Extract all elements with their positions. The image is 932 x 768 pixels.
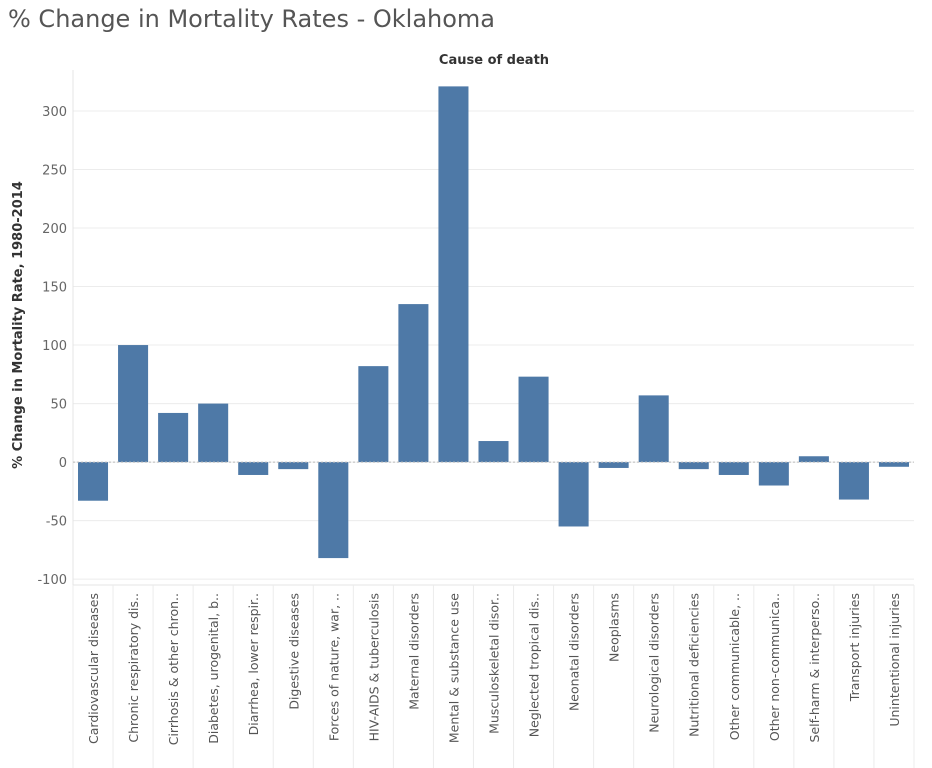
x-category-label: Neonatal disorders bbox=[567, 593, 582, 711]
x-category-label: Nutritional deficiencies bbox=[687, 593, 702, 737]
x-axis-labels: Cardiovascular diseases Chronic respirato… bbox=[86, 593, 902, 746]
bar[interactable] bbox=[798, 456, 829, 463]
x-category-label: Neglected tropical dis.. bbox=[527, 593, 542, 737]
bar[interactable] bbox=[198, 403, 229, 463]
x-category-label: Other communicable, .. bbox=[727, 593, 742, 740]
x-category-label: Self-harm & interperso.. bbox=[807, 593, 822, 742]
y-tick-label: -100 bbox=[37, 573, 67, 588]
bar[interactable] bbox=[518, 376, 549, 463]
bar[interactable] bbox=[78, 462, 109, 501]
chart-title: % Change in Mortality Rates - Oklahoma bbox=[8, 5, 496, 33]
x-category-label: Mental & substance use bbox=[446, 593, 461, 743]
x-category-label: Forces of nature, war, .. bbox=[326, 593, 341, 741]
y-tick-label: 250 bbox=[42, 163, 67, 178]
y-tick-label: 50 bbox=[50, 398, 67, 413]
bar[interactable] bbox=[678, 462, 709, 470]
y-tick-label: 200 bbox=[42, 222, 67, 237]
bar[interactable] bbox=[838, 462, 869, 500]
y-axis-ticks: -100 -50 0 50 100 150 200 250 300 bbox=[37, 105, 67, 588]
y-tick-label: 300 bbox=[42, 105, 67, 120]
bar[interactable] bbox=[758, 462, 789, 486]
bar[interactable] bbox=[118, 345, 149, 463]
bar[interactable] bbox=[638, 395, 669, 463]
bar[interactable] bbox=[478, 441, 509, 463]
bar[interactable] bbox=[558, 462, 589, 527]
x-category-label: Other non-communica.. bbox=[767, 593, 782, 741]
x-category-label: Cirrhosis & other chron.. bbox=[166, 593, 181, 745]
x-category-label: Cardiovascular diseases bbox=[86, 593, 101, 744]
bar[interactable] bbox=[158, 412, 189, 463]
y-tick-label: 0 bbox=[59, 456, 67, 471]
y-tick-label: 100 bbox=[42, 339, 67, 354]
y-tick-label: 150 bbox=[42, 281, 67, 296]
x-category-label: HIV-AIDS & tuberculosis bbox=[366, 593, 381, 741]
x-category-label: Neoplasms bbox=[607, 593, 622, 662]
x-category-label: Diabetes, urogenital, b.. bbox=[206, 593, 221, 744]
bar[interactable] bbox=[598, 462, 629, 468]
y-tick-label: -50 bbox=[46, 515, 67, 530]
x-category-label: Neurological disorders bbox=[647, 593, 662, 733]
x-category-label: Transport injuries bbox=[847, 593, 862, 702]
bar[interactable] bbox=[718, 462, 749, 475]
bar[interactable] bbox=[878, 462, 909, 467]
bar[interactable] bbox=[398, 304, 429, 463]
bar[interactable] bbox=[358, 366, 389, 463]
x-category-label: Digestive diseases bbox=[286, 593, 301, 710]
x-category-label: Maternal disorders bbox=[406, 593, 421, 710]
bar[interactable] bbox=[438, 86, 469, 463]
bar[interactable] bbox=[318, 462, 349, 559]
bar[interactable] bbox=[238, 462, 269, 475]
x-category-label: Diarrhea, lower respir.. bbox=[246, 593, 261, 735]
y-axis-title: % Change in Mortality Rate, 1980-2014 bbox=[11, 181, 26, 469]
x-axis-title: Cause of death bbox=[439, 53, 549, 68]
x-category-label: Unintentional injuries bbox=[887, 593, 902, 727]
bars bbox=[73, 86, 914, 559]
bar[interactable] bbox=[278, 462, 309, 470]
x-category-label: Chronic respiratory dis.. bbox=[126, 593, 141, 743]
x-category-label: Musculoskeletal disor.. bbox=[487, 593, 502, 734]
